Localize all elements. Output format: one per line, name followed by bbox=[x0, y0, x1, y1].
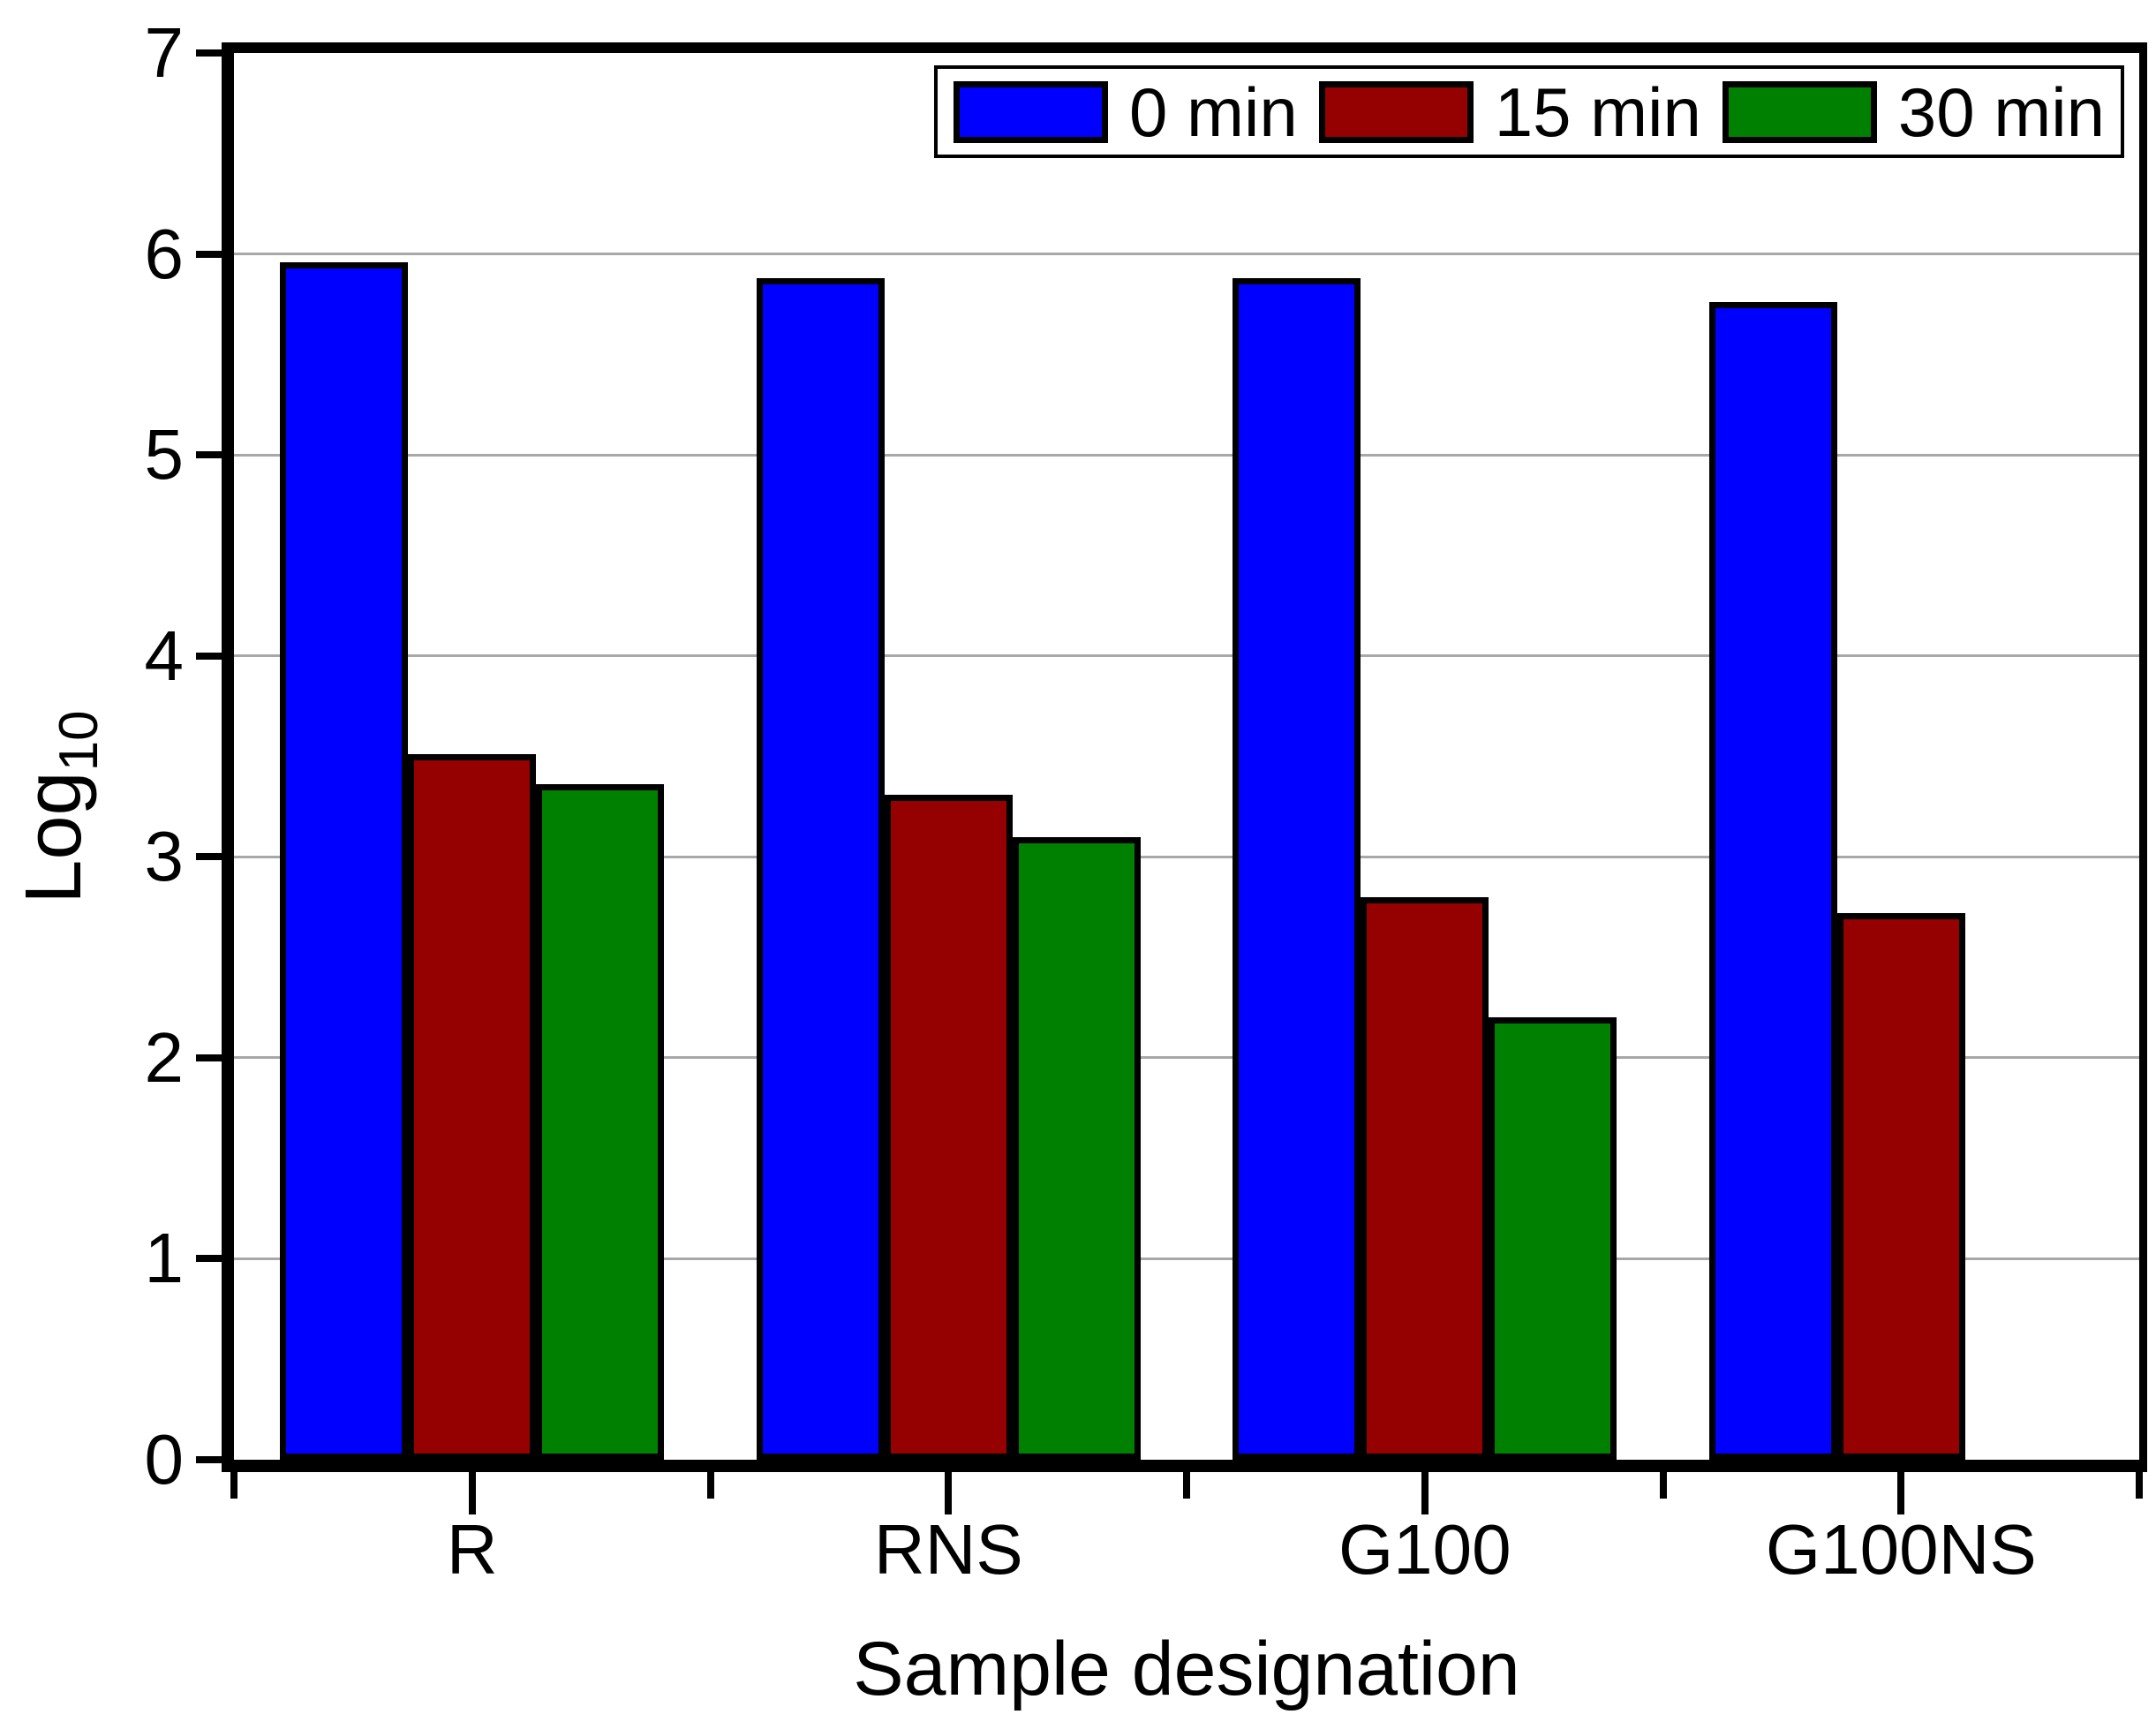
legend-swatch-30-min bbox=[1722, 80, 1877, 143]
gridline-y-5 bbox=[234, 453, 2139, 457]
plot-top-spine bbox=[222, 42, 2147, 53]
y-tick-3 bbox=[196, 853, 234, 861]
y-tick-label-6: 6 bbox=[144, 214, 185, 293]
gridline-y-4 bbox=[234, 654, 2139, 658]
bar-g100ns-0-min bbox=[1708, 302, 1837, 1460]
gridline-y-3 bbox=[234, 855, 2139, 858]
bar-g100-30-min bbox=[1489, 1017, 1617, 1460]
y-tick-6 bbox=[196, 250, 234, 258]
y-tick-label-3: 3 bbox=[144, 817, 185, 896]
legend-label-0-min: 0 min bbox=[1129, 72, 1298, 151]
gridline-y-1 bbox=[234, 1257, 2139, 1260]
x-category-label-r: R bbox=[446, 1510, 498, 1589]
bar-g100-0-min bbox=[1233, 277, 1361, 1460]
y-tick-label-4: 4 bbox=[144, 616, 185, 695]
bar-g100-15-min bbox=[1361, 896, 1489, 1460]
bar-rns-0-min bbox=[756, 277, 885, 1460]
bar-r-15-min bbox=[408, 754, 537, 1460]
legend-entry-0-min: 0 min bbox=[954, 72, 1298, 152]
y-axis-title-subscript: 10 bbox=[49, 710, 109, 772]
legend-label-15-min: 15 min bbox=[1494, 72, 1701, 151]
legend: 0 min 15 min 30 min bbox=[934, 65, 2124, 158]
y-tick-1 bbox=[196, 1255, 234, 1263]
y-tick-label-5: 5 bbox=[144, 415, 185, 495]
plot-right-spine bbox=[2139, 42, 2147, 1472]
x-tick-minor-1 bbox=[706, 1472, 714, 1499]
legend-entry-30-min: 30 min bbox=[1722, 72, 2105, 152]
y-tick-label-7: 7 bbox=[144, 13, 185, 92]
x-category-label-g100ns: G100NS bbox=[1765, 1510, 2037, 1589]
bar-g100ns-15-min bbox=[1836, 913, 1965, 1460]
y-tick-label-2: 2 bbox=[144, 1017, 185, 1097]
x-tick-minor-0 bbox=[230, 1472, 237, 1499]
y-tick-7 bbox=[196, 49, 234, 57]
y-tick-2 bbox=[196, 1054, 234, 1061]
x-tick-major-r bbox=[468, 1472, 476, 1514]
legend-entry-15-min: 15 min bbox=[1318, 72, 1701, 152]
x-tick-minor-4 bbox=[2136, 1472, 2143, 1499]
bar-r-30-min bbox=[536, 784, 665, 1460]
x-category-label-rns: RNS bbox=[873, 1510, 1023, 1589]
legend-swatch-15-min bbox=[1318, 80, 1474, 143]
x-category-label-g100: G100 bbox=[1338, 1510, 1511, 1589]
x-tick-major-rns bbox=[945, 1472, 953, 1514]
y-tick-5 bbox=[196, 451, 234, 459]
plot-bottom-spine bbox=[222, 1460, 2147, 1472]
plot-left-spine bbox=[222, 42, 234, 1472]
y-tick-label-0: 0 bbox=[144, 1420, 185, 1499]
bar-rns-15-min bbox=[884, 794, 1013, 1460]
legend-label-30-min: 30 min bbox=[1897, 72, 2105, 151]
bar-rns-30-min bbox=[1012, 836, 1141, 1460]
y-tick-label-1: 1 bbox=[144, 1219, 185, 1298]
y-tick-0 bbox=[196, 1456, 234, 1463]
legend-swatch-0-min bbox=[954, 80, 1108, 143]
y-tick-4 bbox=[196, 652, 234, 660]
x-tick-major-g100 bbox=[1421, 1472, 1429, 1514]
x-tick-minor-3 bbox=[1659, 1472, 1667, 1499]
bar-r-0-min bbox=[280, 261, 409, 1460]
x-tick-major-g100ns bbox=[1897, 1472, 1905, 1514]
x-axis-title: Sample designation bbox=[853, 1627, 1520, 1711]
x-tick-minor-2 bbox=[1183, 1472, 1190, 1499]
gridline-y-2 bbox=[234, 1056, 2139, 1060]
gridline-y-6 bbox=[234, 253, 2139, 256]
